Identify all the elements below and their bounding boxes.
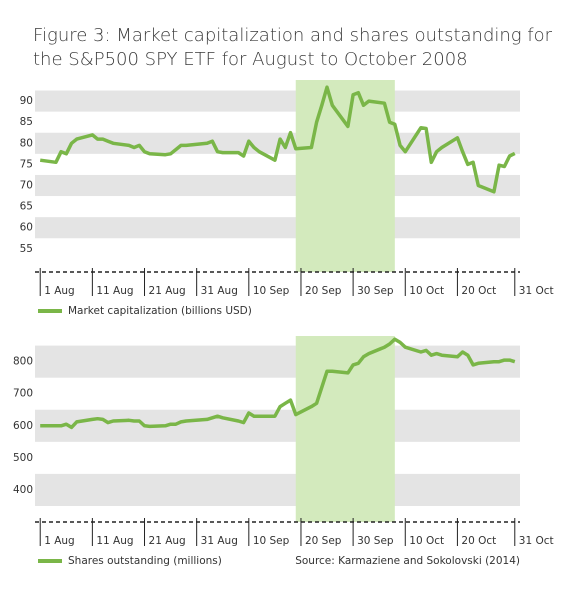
band (35, 90, 520, 112)
highlight (295, 80, 395, 272)
y-tick-label: 75 (20, 158, 33, 170)
data-line (40, 337, 516, 430)
x-tick-label: 31 Aug (201, 535, 238, 547)
y-tick-label: 400 (13, 484, 33, 496)
x-tick-label: 21 Aug (149, 535, 186, 547)
y-tick-label: 65 (20, 201, 33, 213)
band (35, 409, 520, 442)
x-tick-label: 31 Oct (519, 535, 554, 547)
y-tick-label: 600 (13, 420, 33, 432)
y-tick-label: 60 (20, 222, 33, 234)
y-tick-label: 90 (20, 95, 33, 107)
legend-label: Shares outstanding (millions) (68, 555, 222, 567)
x-tick-label: 20 Oct (461, 535, 496, 547)
y-tick-label: 700 (13, 388, 33, 400)
y-tick-label: 800 (13, 356, 33, 368)
band (35, 473, 520, 506)
x-tick-label: 10 Oct (409, 285, 444, 297)
x-tick-label: 20 Oct (461, 285, 496, 297)
source-note: Source: Karmaziene and Sokolovski (2014) (295, 555, 520, 567)
band (35, 345, 520, 378)
x-tick-label: 11 Aug (96, 535, 133, 547)
x-tick-label: 10 Sep (253, 535, 290, 547)
x-tick-label: 30 Sep (357, 535, 394, 547)
y-tick-label: 70 (20, 179, 33, 191)
y-tick-label: 80 (20, 137, 33, 149)
x-tick-label: 20 Sep (305, 285, 342, 297)
band (35, 174, 520, 197)
x-tick-label: 31 Aug (201, 285, 238, 297)
legend-label: Market capitalization (billions USD) (68, 305, 252, 317)
x-tick-label: 1 Aug (44, 535, 75, 547)
x-tick-label: 10 Sep (253, 285, 290, 297)
x-tick-label: 30 Sep (357, 285, 394, 297)
x-tick-label: 10 Oct (409, 535, 444, 547)
x-tick-label: 31 Oct (519, 285, 554, 297)
y-tick-label: 55 (20, 243, 33, 255)
x-tick-label: 11 Aug (96, 285, 133, 297)
x-tick-label: 1 Aug (44, 285, 75, 297)
x-tick-label: 20 Sep (305, 535, 342, 547)
band (35, 217, 520, 239)
y-tick-label: 500 (13, 452, 33, 464)
data-line (39, 85, 516, 194)
highlight (295, 336, 395, 522)
title-line: Figure 3: Market capitalization and shar… (33, 25, 553, 46)
title-line: the S&P500 SPY ETF for August to October… (33, 49, 468, 70)
x-tick-label: 21 Aug (149, 285, 186, 297)
y-tick-label: 85 (20, 116, 33, 128)
